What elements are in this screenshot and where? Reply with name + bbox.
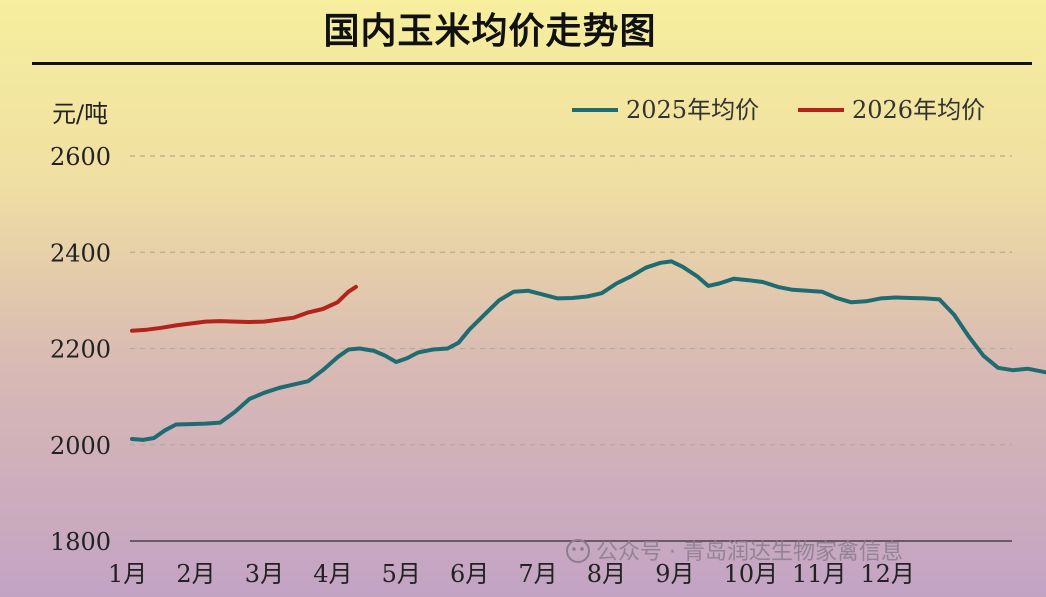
x-tick-label: 9月 (655, 560, 694, 588)
x-tick-label: 12月 (860, 560, 915, 588)
y-tick-label: 2000 (50, 432, 111, 460)
series-line-2 (130, 284, 358, 333)
x-tick-label: 6月 (450, 560, 489, 588)
x-tick-label: 1月 (108, 560, 147, 588)
series-line-1 (130, 259, 1046, 442)
series-lines (130, 259, 1046, 442)
y-tick-labels: 2600 2400 2200 2000 1800 (50, 143, 111, 556)
y-tick-label: 2200 (50, 336, 111, 364)
legend-label-1: 2025年均价 (626, 96, 759, 124)
y-tick-label: 2400 (50, 239, 111, 267)
y-tick-label: 2600 (50, 143, 111, 171)
x-tick-label: 10月 (724, 560, 779, 588)
wechat-icon (566, 539, 590, 563)
x-tick-label: 4月 (313, 560, 352, 588)
chart-title: 国内玉米均价走势图 (323, 11, 657, 52)
watermark: 公众号 · 青岛润达生物家禽信息 (566, 539, 903, 565)
x-tick-label: 2月 (176, 560, 215, 588)
gridlines (130, 155, 1012, 446)
wechat-icon-eye-right (580, 547, 584, 551)
x-tick-labels: 1月 2月 3月 4月 5月 6月 7月 8月 9月 10月 11月 12月 (108, 560, 915, 588)
x-tick-label: 8月 (587, 560, 626, 588)
x-tick-label: 3月 (245, 560, 284, 588)
y-axis-unit: 元/吨 (52, 100, 108, 128)
watermark-text: 公众号 · 青岛润达生物家禽信息 (596, 540, 903, 565)
x-tick-label: 5月 (382, 560, 421, 588)
wechat-icon-eye-left (572, 547, 576, 551)
legend-label-2: 2026年均价 (852, 96, 985, 124)
legend: 2025年均价 2026年均价 (572, 96, 985, 124)
x-tick-label: 7月 (518, 560, 557, 588)
x-tick-label: 11月 (792, 560, 847, 588)
y-tick-label: 1800 (50, 528, 111, 556)
title-rule (32, 62, 1032, 65)
